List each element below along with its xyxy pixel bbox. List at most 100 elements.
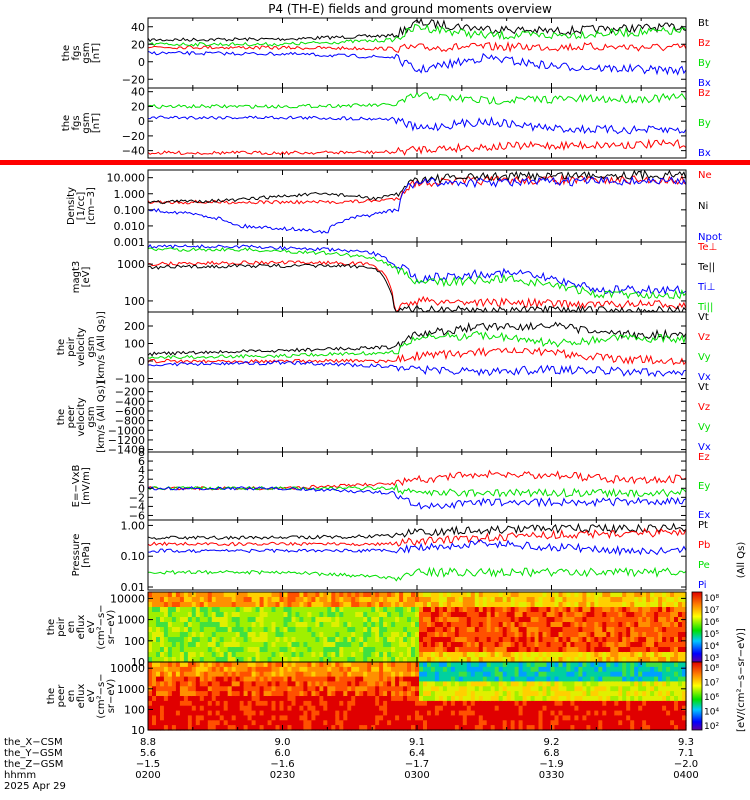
spectrogram-cell xyxy=(506,720,512,726)
spectrogram-cell xyxy=(590,720,595,726)
spectrogram-cell xyxy=(546,686,552,692)
spectrogram-cell xyxy=(363,686,368,692)
spectrogram-cell xyxy=(570,696,575,702)
spectrogram-cell xyxy=(594,696,599,702)
spectrogram-cell xyxy=(670,607,675,613)
spectrogram-cell xyxy=(666,676,671,683)
spectrogram-cell xyxy=(506,627,512,633)
spectrogram-cell xyxy=(562,632,568,638)
spectrogram-cell xyxy=(215,607,221,613)
spectrogram-cell xyxy=(534,696,540,702)
spectrogram-cell xyxy=(167,602,173,608)
spectrogram-cell xyxy=(403,627,408,633)
spectrogram-cell xyxy=(478,710,484,717)
spectrogram-cell xyxy=(359,622,364,628)
spectrogram-cell xyxy=(403,725,408,731)
spectrogram-cell xyxy=(191,622,197,628)
spectrogram-cell xyxy=(239,602,245,608)
spectrogram-cell xyxy=(275,696,281,702)
spectrogram-cell xyxy=(666,700,671,707)
spectrogram-cell xyxy=(167,725,173,731)
spectrogram-cell xyxy=(299,710,304,717)
spectrogram-cell xyxy=(678,700,683,707)
spectrogram-cell xyxy=(646,647,651,653)
spectrogram-cell xyxy=(171,720,177,726)
spectrogram-cell xyxy=(542,637,548,643)
spectrogram-cell xyxy=(427,632,432,638)
spectrogram-cell xyxy=(650,602,655,608)
spectrogram-cell xyxy=(319,597,324,603)
spectrogram-cell xyxy=(614,666,619,673)
y-tick-label: −600 xyxy=(115,405,145,418)
spectrogram-cell xyxy=(251,617,257,623)
spectrogram-cell xyxy=(486,632,492,638)
spectrogram-cell xyxy=(423,671,428,678)
spectrogram-cell xyxy=(275,637,281,643)
spectrogram-cell xyxy=(271,710,277,717)
spectrogram-cell xyxy=(490,691,496,697)
spectrogram-cell xyxy=(678,592,683,598)
spectrogram-cell xyxy=(470,662,476,668)
spectrogram-cell xyxy=(195,592,201,598)
spectrogram-cell xyxy=(347,647,352,653)
spectrogram-cell xyxy=(650,657,655,663)
spectrogram-cell xyxy=(375,627,380,633)
spectrogram-cell xyxy=(462,607,468,613)
colorbar-tick-label: 10⁸ xyxy=(704,594,719,604)
spectrogram-cell xyxy=(211,627,217,633)
spectrogram-cell xyxy=(594,637,599,643)
spectrogram-cell xyxy=(666,617,671,623)
spectrogram-cell xyxy=(411,671,416,678)
spectrogram-cell xyxy=(311,632,316,638)
spectrogram-cell xyxy=(395,632,400,638)
spectrogram-cell xyxy=(562,666,568,673)
spectrogram-cell xyxy=(156,696,161,702)
spectrogram-cell xyxy=(458,691,464,697)
spectrogram-cell xyxy=(674,592,679,598)
spectrogram-cell xyxy=(562,720,568,726)
spectrogram-cell xyxy=(526,671,532,678)
spectrogram-cell xyxy=(215,710,221,717)
spectrogram-cell xyxy=(594,666,599,673)
spectrogram-cell xyxy=(438,657,444,663)
spectrogram-cell xyxy=(343,691,348,697)
spectrogram-cell xyxy=(403,666,408,673)
spectrogram-cell xyxy=(562,662,568,668)
spectrogram-cell xyxy=(602,715,607,721)
spectrogram-cell xyxy=(347,627,352,633)
spectrogram-cell xyxy=(650,696,655,702)
spectrogram-cell xyxy=(279,617,285,623)
spectrogram-cell xyxy=(486,637,492,643)
spectrogram-cell xyxy=(502,627,508,633)
spectrogram-cell xyxy=(442,710,448,717)
spectrogram-cell xyxy=(474,720,480,726)
spectrogram-cell xyxy=(594,597,599,603)
spectrogram-cell xyxy=(530,652,536,658)
series-line-te xyxy=(147,263,687,314)
spectrogram-cell xyxy=(586,725,591,731)
spectrogram-cell xyxy=(566,671,571,678)
spectrogram-cell xyxy=(662,627,667,633)
spectrogram-cell xyxy=(179,676,185,683)
x-tick-label: 9.2 xyxy=(544,737,560,748)
spectrogram-cell xyxy=(666,710,671,717)
spectrogram-cell xyxy=(195,642,201,648)
spectrogram-cell xyxy=(359,681,364,687)
spectrogram-cell xyxy=(566,681,571,687)
spectrogram-cell xyxy=(307,647,312,653)
spectrogram-cell xyxy=(634,637,639,643)
spectrogram-cell xyxy=(510,597,516,603)
spectrogram-cell xyxy=(163,696,169,702)
spectrogram-cell xyxy=(179,657,185,663)
spectrogram-cell xyxy=(618,647,623,653)
spectrogram-cell xyxy=(650,652,655,658)
spectrogram-cell xyxy=(518,617,524,623)
spectrogram-cell xyxy=(510,602,516,608)
spectrogram-cell xyxy=(152,652,157,658)
spectrogram-cell xyxy=(662,622,667,628)
spectrogram-cell xyxy=(606,686,611,692)
spectrogram-cell xyxy=(247,597,253,603)
spectrogram-cell xyxy=(446,622,452,628)
